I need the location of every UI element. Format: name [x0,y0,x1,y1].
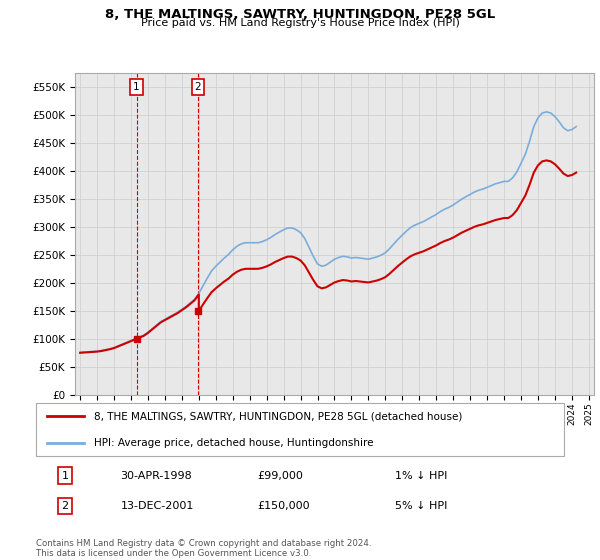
FancyBboxPatch shape [36,403,564,456]
Text: 1: 1 [62,470,68,480]
Text: HPI: Average price, detached house, Huntingdonshire: HPI: Average price, detached house, Hunt… [94,438,374,448]
Text: 5% ↓ HPI: 5% ↓ HPI [395,501,448,511]
Text: £99,000: £99,000 [258,470,304,480]
Text: Price paid vs. HM Land Registry's House Price Index (HPI): Price paid vs. HM Land Registry's House … [140,18,460,29]
Text: 1: 1 [133,82,140,92]
Text: 2: 2 [194,82,201,92]
Text: Contains HM Land Registry data © Crown copyright and database right 2024.
This d: Contains HM Land Registry data © Crown c… [36,539,371,558]
Text: 1% ↓ HPI: 1% ↓ HPI [395,470,448,480]
Text: 13-DEC-2001: 13-DEC-2001 [121,501,194,511]
Text: 8, THE MALTINGS, SAWTRY, HUNTINGDON, PE28 5GL: 8, THE MALTINGS, SAWTRY, HUNTINGDON, PE2… [105,8,495,21]
Text: 30-APR-1998: 30-APR-1998 [121,470,192,480]
Text: 8, THE MALTINGS, SAWTRY, HUNTINGDON, PE28 5GL (detached house): 8, THE MALTINGS, SAWTRY, HUNTINGDON, PE2… [94,412,463,422]
Text: 2: 2 [61,501,68,511]
Text: £150,000: £150,000 [258,501,310,511]
